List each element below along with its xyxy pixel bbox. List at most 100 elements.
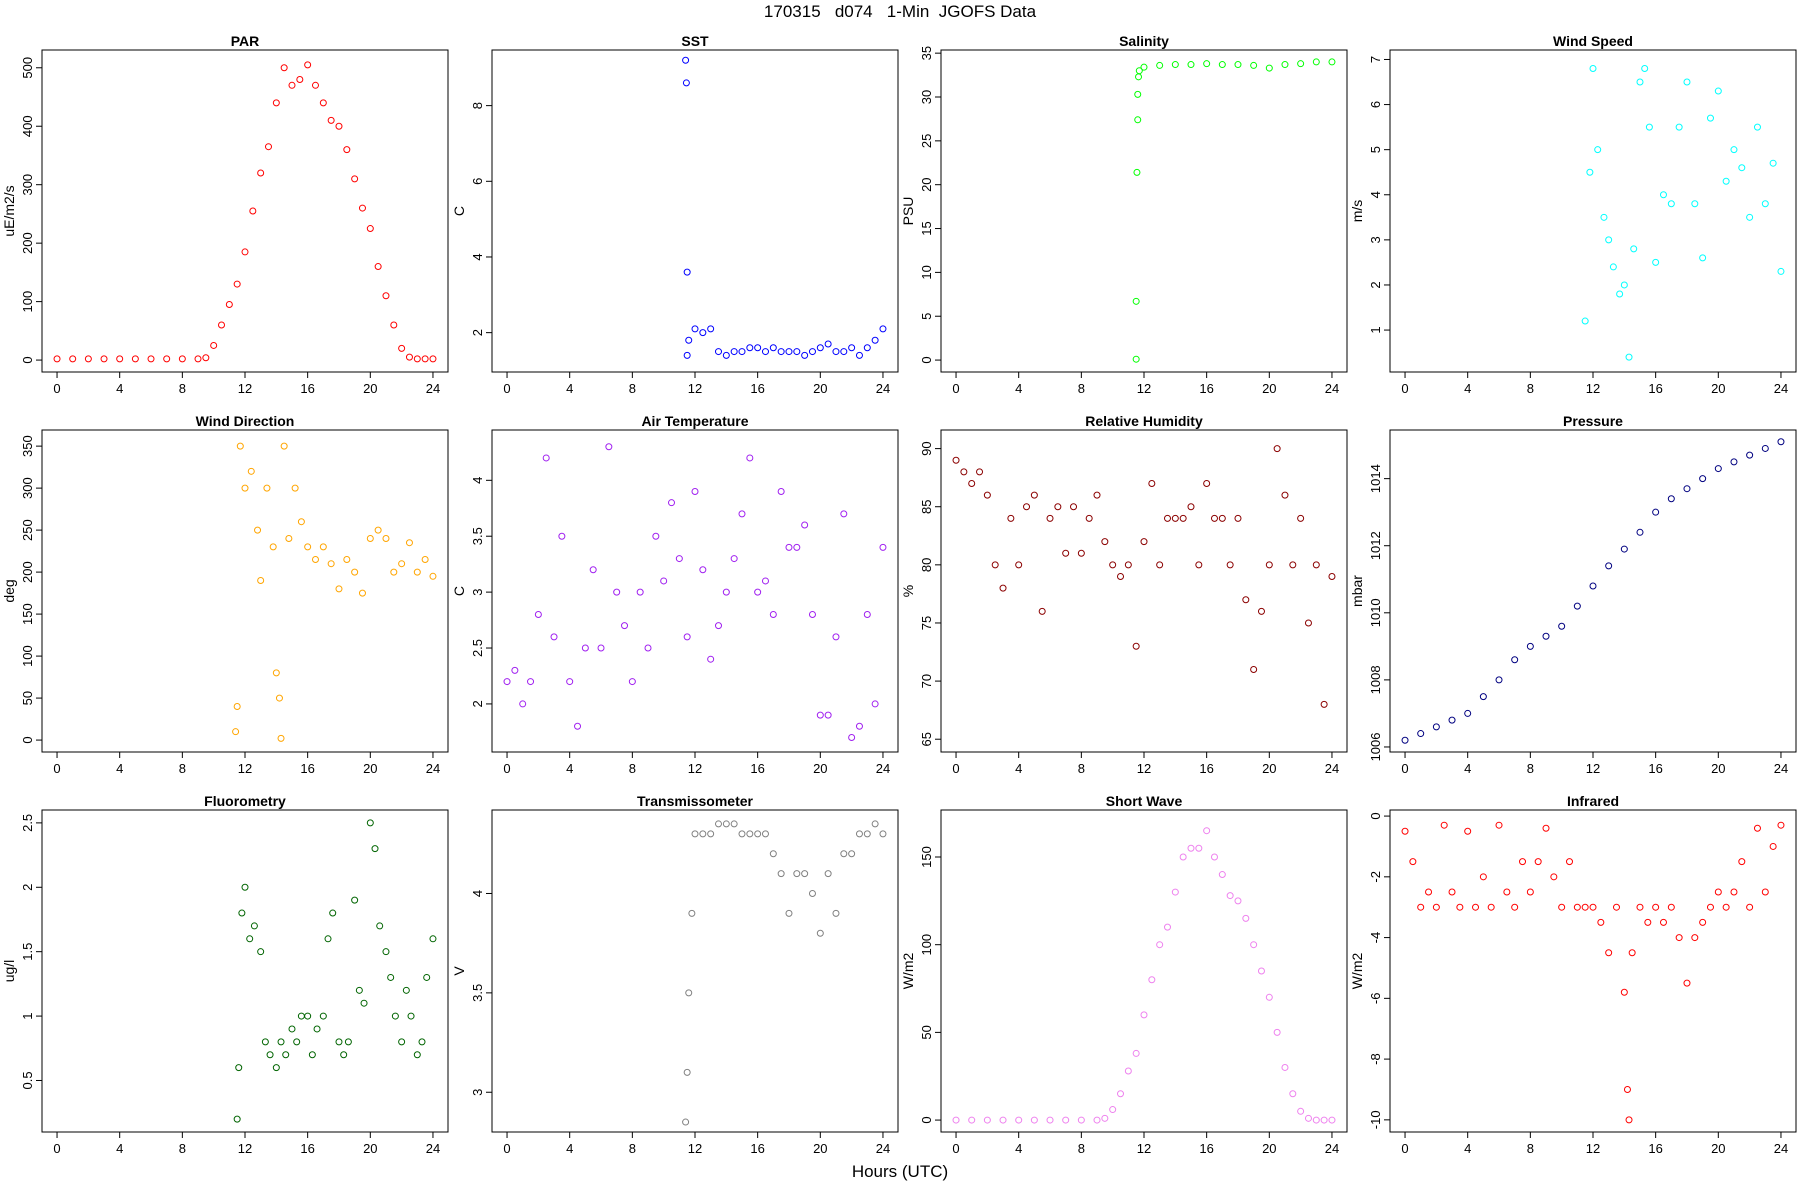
data-point — [714, 820, 722, 828]
y-tick-label: 30 — [919, 90, 934, 104]
data-point — [344, 1038, 352, 1046]
data-point — [1636, 903, 1644, 911]
y-tick-label: 100 — [20, 291, 35, 313]
y-tick-label: 6 — [1368, 101, 1383, 108]
data-point — [534, 610, 542, 618]
data-point — [1135, 73, 1143, 81]
data-point — [738, 348, 746, 356]
data-point — [1234, 514, 1242, 522]
y-tick-label: 35 — [919, 46, 934, 60]
data-point — [550, 633, 558, 641]
panel-air-temperature: Air Temperature C 0 4 8 12 16 20 24 2 2.5 3 3.5 4 — [451, 413, 899, 776]
x-tick-label: 12 — [1137, 761, 1151, 776]
data-point — [519, 700, 527, 708]
data-point — [1148, 976, 1156, 984]
data-point — [644, 644, 652, 652]
data-point — [178, 355, 186, 363]
data-point — [1600, 213, 1608, 221]
data-point — [761, 348, 769, 356]
data-point — [398, 344, 406, 352]
data-point — [1132, 355, 1140, 363]
data-point — [968, 1116, 976, 1124]
data-point — [291, 484, 299, 492]
data-point — [250, 922, 258, 930]
data-point — [1753, 824, 1761, 832]
data-point — [691, 325, 699, 333]
figure-title: 170315 d074 1-Min JGOFS Data — [763, 2, 1037, 21]
data-point — [1645, 123, 1653, 131]
data-point — [1644, 918, 1652, 926]
x-tick-label: 16 — [300, 1141, 314, 1156]
x-tick-label: 8 — [629, 1141, 636, 1156]
data-point — [1132, 297, 1140, 305]
data-point — [1652, 903, 1660, 911]
data-point — [754, 344, 762, 352]
data-point — [351, 568, 359, 576]
data-point — [202, 354, 210, 362]
data-point — [266, 1051, 274, 1059]
x-tick-label: 16 — [1199, 761, 1213, 776]
data-point — [1625, 1116, 1633, 1124]
panel-infrared: Infrared W/m2 0 4 8 12 16 20 24 -10 -8 -6 -4 -2 0 — [1349, 793, 1797, 1156]
x-tick-label: 8 — [179, 381, 186, 396]
data-point — [247, 467, 255, 475]
data-point — [801, 351, 809, 359]
data-point — [374, 526, 382, 534]
x-tick-label: 4 — [566, 761, 573, 776]
x-tick-label: 16 — [1648, 761, 1662, 776]
data-point — [769, 850, 777, 858]
data-point — [1135, 67, 1143, 75]
data-point — [280, 64, 288, 72]
data-point — [1730, 458, 1738, 466]
x-tick-label: 24 — [426, 1141, 440, 1156]
data-point — [1226, 561, 1234, 569]
data-point — [761, 830, 769, 838]
data-point — [194, 355, 202, 363]
data-point — [272, 669, 280, 677]
y-tick-label: 2 — [1368, 281, 1383, 288]
data-point — [1589, 582, 1597, 590]
data-point — [405, 539, 413, 547]
panel-pressure: Pressure mbar 0 4 8 12 16 20 24 1006 1008 1010 1012 1… — [1349, 413, 1797, 776]
data-points — [1401, 438, 1785, 744]
data-point — [405, 353, 413, 361]
data-points — [952, 445, 1336, 708]
data-points — [503, 443, 887, 741]
data-point — [1289, 1090, 1297, 1098]
data-point — [1464, 709, 1472, 717]
data-point — [1015, 1116, 1023, 1124]
data-point — [269, 543, 277, 551]
data-point — [1605, 236, 1613, 244]
data-point — [628, 678, 636, 686]
x-tick-label: 20 — [1711, 1141, 1725, 1156]
x-tick-label: 0 — [53, 1141, 60, 1156]
data-point — [1636, 78, 1644, 86]
panel-title: Short Wave — [1106, 793, 1183, 809]
data-point — [660, 577, 668, 585]
data-point — [746, 454, 754, 462]
data-point — [746, 344, 754, 352]
data-point — [1432, 723, 1440, 731]
data-point — [840, 348, 848, 356]
data-point — [1132, 642, 1140, 650]
x-tick-label: 16 — [1648, 381, 1662, 396]
data-point — [1519, 858, 1527, 866]
y-tick-label: 0 — [919, 356, 934, 363]
data-point — [1581, 903, 1589, 911]
data-point — [1542, 824, 1550, 832]
data-point — [1573, 903, 1581, 911]
data-point — [1046, 1116, 1054, 1124]
y-tick-label: 65 — [919, 732, 934, 746]
data-point — [1667, 903, 1675, 911]
data-points — [1581, 64, 1785, 361]
data-point — [358, 589, 366, 597]
data-point — [801, 870, 809, 878]
data-point — [1479, 693, 1487, 701]
y-tick-label: 100 — [20, 645, 35, 667]
panel-title: Wind Direction — [196, 413, 295, 429]
data-point — [343, 556, 351, 564]
data-point — [1630, 245, 1638, 253]
y-axis-label: % — [900, 585, 916, 597]
x-tick-label: 4 — [116, 381, 123, 396]
